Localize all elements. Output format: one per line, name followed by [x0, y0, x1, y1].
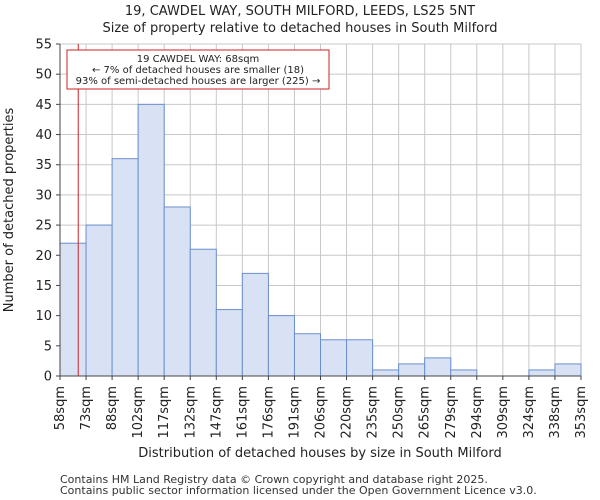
- x-tick-label: 206sqm: [314, 386, 329, 439]
- x-tick-label: 117sqm: [157, 386, 172, 439]
- annotation-line-2: ← 7% of detached houses are smaller (18): [92, 65, 304, 76]
- bar: [59, 242, 87, 377]
- y-tick-label: 25: [35, 219, 52, 234]
- x-tick-label: 309sqm: [496, 386, 511, 439]
- x-tick-label: 161sqm: [235, 386, 250, 439]
- x-tick-label: 220sqm: [340, 386, 355, 439]
- x-tick-label: 73sqm: [79, 386, 94, 430]
- x-tick-label: 353sqm: [574, 386, 589, 439]
- bar: [111, 158, 139, 377]
- annotation-line-1: 19 CAWDEL WAY: 68sqm: [137, 54, 260, 65]
- annotation-box: 19 CAWDEL WAY: 68sqm ← 7% of detached ho…: [66, 49, 330, 90]
- bar: [528, 369, 556, 377]
- y-tick-label: 10: [35, 309, 52, 324]
- bar: [189, 248, 217, 377]
- annotation-line-3: 93% of semi-detached houses are larger (…: [76, 76, 321, 87]
- bar: [85, 224, 113, 377]
- x-tick-label: 235sqm: [366, 386, 381, 439]
- x-tick-label: 191sqm: [287, 386, 302, 439]
- footer-line-1: Contains HM Land Registry data © Crown c…: [60, 473, 488, 486]
- x-tick-label: 102sqm: [131, 386, 146, 439]
- x-tick-label: 132sqm: [183, 386, 198, 439]
- chart-title: 19, CAWDEL WAY, SOUTH MILFORD, LEEDS, LS…: [124, 4, 476, 19]
- bar: [372, 369, 400, 377]
- x-tick-label: 250sqm: [392, 386, 407, 439]
- y-tick-label: 55: [35, 38, 52, 53]
- bar: [346, 339, 374, 377]
- x-tick-label: 58sqm: [53, 386, 68, 430]
- bar: [137, 103, 165, 377]
- footer-line-2: Contains public sector information licen…: [60, 484, 537, 497]
- y-tick-label: 45: [35, 98, 52, 113]
- y-tick-label: 5: [44, 339, 52, 354]
- y-tick-label: 15: [35, 279, 52, 294]
- y-tick-label: 30: [35, 188, 52, 203]
- bar: [450, 369, 478, 377]
- bar: [554, 363, 582, 377]
- y-tick-label: 0: [44, 370, 52, 385]
- x-tick-label: 176sqm: [261, 386, 276, 439]
- bar: [293, 333, 322, 377]
- bar: [320, 339, 348, 377]
- y-tick-label: 35: [35, 158, 52, 173]
- chart-subtitle: Size of property relative to detached ho…: [102, 21, 498, 36]
- bar: [267, 315, 295, 377]
- x-tick-label: 147sqm: [209, 386, 224, 439]
- y-tick-label: 40: [35, 128, 52, 143]
- bars: [59, 103, 582, 377]
- y-tick-label: 50: [35, 68, 52, 83]
- y-tick-label: 20: [35, 249, 52, 264]
- x-tick-label: 338sqm: [548, 386, 563, 439]
- bar: [424, 357, 452, 377]
- bar: [241, 272, 269, 377]
- x-tick-label: 88sqm: [105, 386, 120, 430]
- y-axis-label: Number of detached properties: [2, 108, 17, 313]
- x-tick-label: 294sqm: [470, 386, 485, 439]
- x-tick-label: 279sqm: [444, 386, 459, 439]
- bar: [163, 206, 191, 377]
- x-axis-label: Distribution of detached houses by size …: [138, 446, 501, 461]
- x-tick-label: 324sqm: [522, 386, 537, 439]
- bar: [215, 309, 243, 377]
- bar: [398, 363, 426, 377]
- x-tick-label: 265sqm: [418, 386, 433, 439]
- axes: 0 5 10 15 20 25 30 35 40 45 50 55 58sqm 73sqm 88sqm 102…: [35, 38, 589, 439]
